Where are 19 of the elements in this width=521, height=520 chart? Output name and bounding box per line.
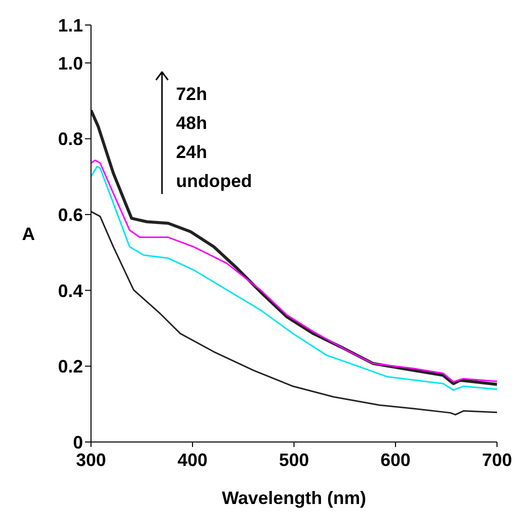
x-axis-title: Wavelength (nm) bbox=[222, 488, 366, 508]
y-tick-label: 0.4 bbox=[58, 280, 83, 301]
annotation: undoped bbox=[176, 170, 252, 194]
x-tick-label: 400 bbox=[177, 450, 208, 470]
x-tick-label: 600 bbox=[380, 450, 411, 470]
x-tick-label: 300 bbox=[76, 450, 106, 470]
line-series bbox=[91, 210, 497, 416]
y-tick-label: 1.0 bbox=[58, 53, 83, 74]
y-tick-label: 0.2 bbox=[58, 356, 83, 377]
x-tick-label: 500 bbox=[278, 450, 310, 470]
x-tick-label: 700 bbox=[482, 450, 512, 470]
annotation: 24h bbox=[176, 141, 208, 164]
annotation: 72h bbox=[176, 83, 208, 106]
y-tick-label: 0.8 bbox=[58, 129, 83, 150]
annotation: 48h bbox=[176, 112, 208, 136]
y-tick-label: 1.1 bbox=[58, 15, 83, 36]
y-tick-label: 0 bbox=[72, 432, 83, 452]
y-tick-label: 0.6 bbox=[58, 204, 83, 225]
y-axis-title: A bbox=[22, 224, 35, 244]
